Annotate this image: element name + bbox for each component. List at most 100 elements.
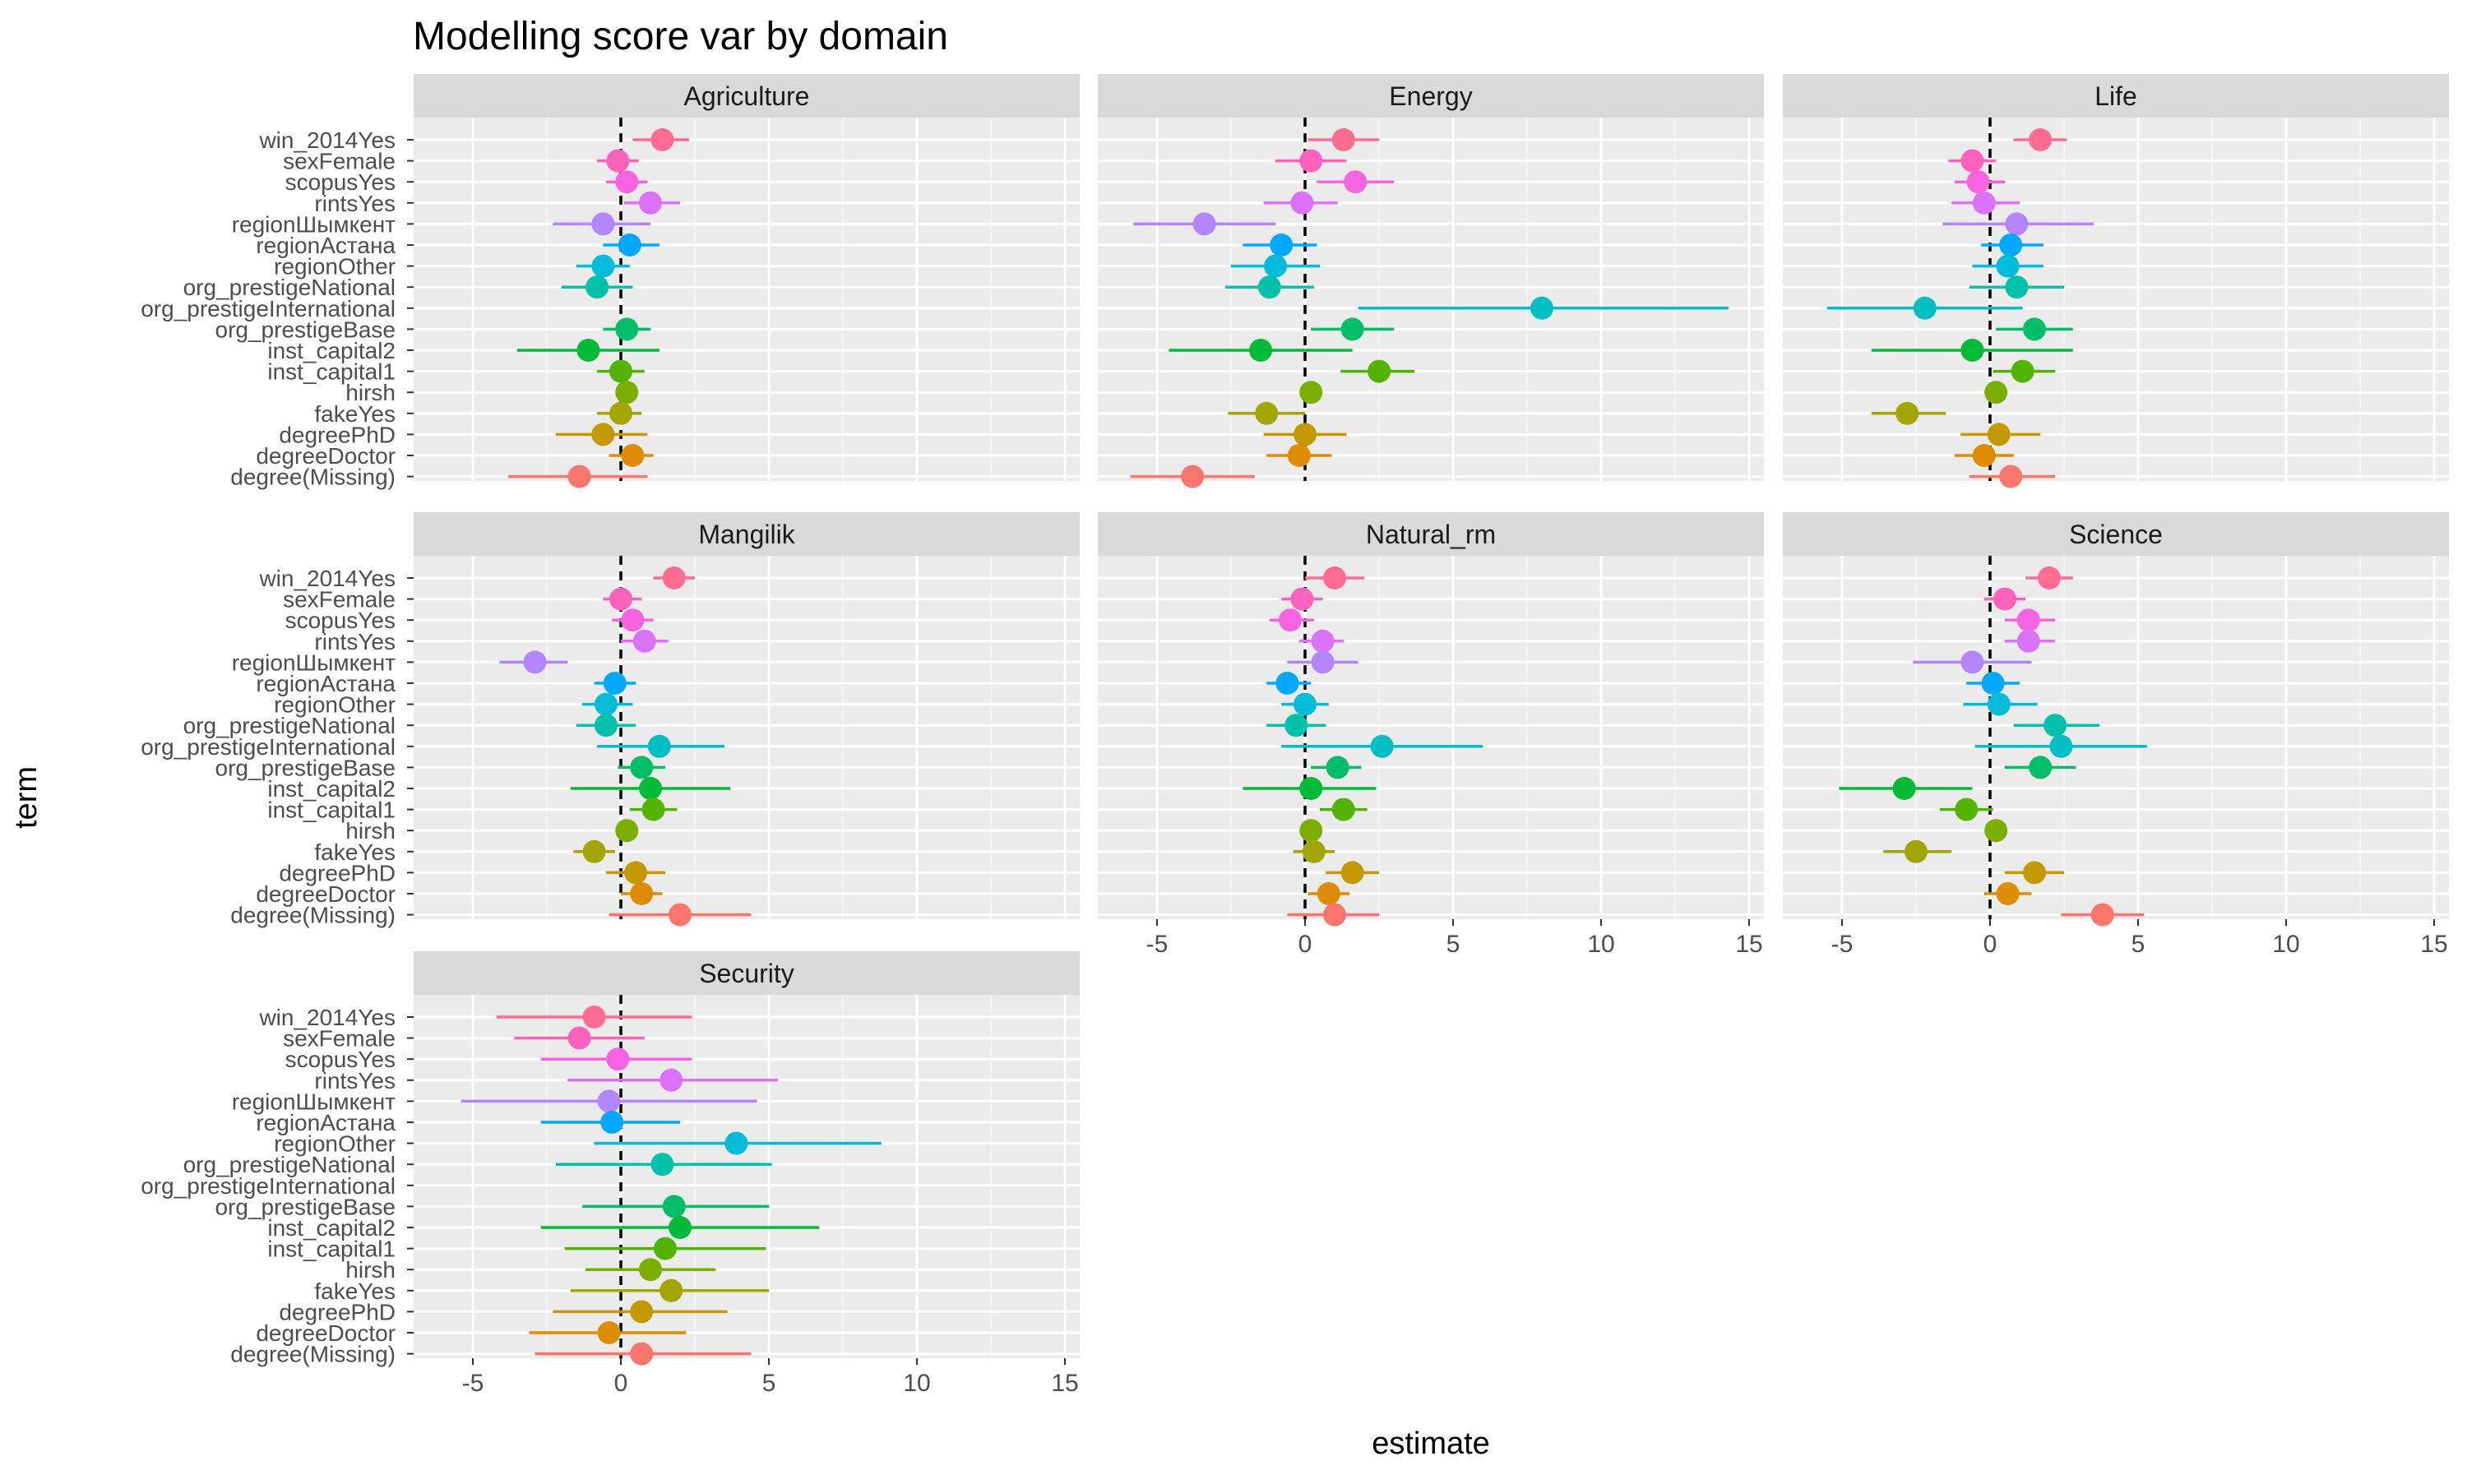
y-tick-label: org_prestigeBase bbox=[215, 755, 396, 780]
point-sexfemale bbox=[1983, 587, 2026, 611]
point-degreephd bbox=[553, 1300, 728, 1324]
estimate-point bbox=[582, 839, 606, 863]
point-fakeyes bbox=[573, 839, 615, 863]
y-tick-label: hirsh bbox=[345, 1257, 396, 1283]
point-inst-capital2 bbox=[540, 1216, 820, 1239]
estimate-point bbox=[1913, 296, 1937, 320]
estimate-point bbox=[1344, 170, 1368, 194]
y-axis-label: term bbox=[9, 766, 44, 829]
facet-strip bbox=[1098, 74, 1764, 118]
y-tick-label: regionOther bbox=[274, 1131, 396, 1157]
estimate-point bbox=[630, 882, 654, 905]
estimate-point bbox=[1255, 401, 1279, 425]
estimate-point bbox=[591, 254, 615, 278]
y-tick-label: sexFemale bbox=[283, 587, 396, 613]
y-tick-label: hirsh bbox=[345, 818, 396, 844]
y-tick-label: inst_capital2 bbox=[267, 338, 396, 363]
point-inst-capital1 bbox=[564, 1237, 766, 1260]
point-org-prestigeinternational bbox=[597, 734, 724, 758]
y-tick-label: regionШымкент bbox=[232, 1089, 396, 1114]
estimate-point bbox=[654, 1237, 677, 1260]
y-tick-label: fakeYes bbox=[314, 839, 396, 865]
panel-background bbox=[414, 118, 1080, 481]
estimate-point bbox=[591, 212, 615, 236]
point-sexfemale bbox=[514, 1026, 645, 1050]
y-tick-label: win_2014Yes bbox=[258, 1005, 396, 1030]
y-tick-label: inst_capital1 bbox=[267, 359, 396, 385]
estimate-point bbox=[615, 170, 639, 194]
facet-strip-label: Life bbox=[2094, 81, 2137, 111]
y-tick-label: hirsh bbox=[345, 380, 396, 405]
panel-security: Security win_2014YessexFemalescopusYesrin… bbox=[141, 951, 1080, 1397]
point-scopusyes bbox=[1317, 170, 1394, 194]
estimate-point bbox=[630, 756, 654, 779]
estimate-point bbox=[1892, 777, 1916, 800]
y-tick-label: rintsYes bbox=[314, 629, 396, 654]
point-degreedoctor bbox=[1983, 882, 2032, 905]
estimate-point bbox=[630, 1300, 654, 1324]
x-tick-label: -5 bbox=[1146, 931, 1169, 958]
estimate-point bbox=[1302, 839, 1326, 863]
panel-life: Life bbox=[1783, 74, 2449, 488]
panel-background bbox=[414, 995, 1080, 1358]
y-tick-label: org_prestigeNational bbox=[183, 1152, 396, 1177]
estimate-point bbox=[2023, 317, 2046, 341]
y-tick-label: org_prestigeNational bbox=[183, 275, 396, 300]
point-rintsyes bbox=[1263, 191, 1338, 215]
estimate-point bbox=[615, 381, 639, 405]
estimate-point bbox=[1331, 797, 1355, 821]
y-tick-label: scopusYes bbox=[285, 608, 396, 633]
y-tick-label: org_prestigeBase bbox=[215, 1194, 396, 1219]
point-regionшымкент bbox=[1287, 650, 1358, 674]
estimate-point bbox=[1999, 233, 2023, 257]
estimate-point bbox=[650, 1153, 674, 1177]
y-tick-label: org_prestigeNational bbox=[183, 713, 396, 738]
point-degreephd bbox=[606, 861, 665, 885]
estimate-point bbox=[1993, 587, 2016, 611]
point-win-2014yes bbox=[1308, 128, 1379, 151]
x-tick-label: 10 bbox=[2272, 931, 2299, 958]
estimate-point bbox=[1192, 212, 1216, 236]
y-tick-label: org_prestigeBase bbox=[215, 317, 396, 342]
point-win-2014yes bbox=[2025, 566, 2073, 589]
point-inst-capital1 bbox=[1939, 797, 1993, 821]
point-org-prestigenational bbox=[2013, 714, 2100, 737]
point-hirsh bbox=[1299, 381, 1323, 405]
point-rintsyes bbox=[567, 1068, 778, 1092]
estimate-point bbox=[2023, 861, 2046, 885]
panel-agriculture: Agriculture win_2014YessexFemalescopusYes… bbox=[141, 74, 1080, 490]
estimate-point bbox=[650, 128, 674, 151]
panels-layer: Agriculturewin_2014YessexFemalescopusYes… bbox=[141, 74, 2449, 1397]
panel-background bbox=[1098, 556, 1764, 919]
point-org-prestigeinternational bbox=[1281, 734, 1483, 758]
point-scopusyes bbox=[606, 170, 648, 194]
x-axis-label: estimate bbox=[1372, 1426, 1490, 1461]
estimate-point bbox=[1290, 191, 1314, 215]
y-tick-label: inst_capital2 bbox=[267, 1215, 396, 1241]
estimate-point bbox=[1996, 882, 2020, 905]
estimate-point bbox=[1299, 819, 1323, 843]
point-org-prestigenational bbox=[576, 714, 636, 737]
estimate-point bbox=[1972, 444, 1996, 467]
point-inst-capital2 bbox=[1243, 777, 1377, 800]
point-regionother bbox=[1281, 692, 1329, 716]
estimate-point bbox=[632, 629, 656, 653]
point-inst-capital2 bbox=[1169, 339, 1353, 362]
estimate-point bbox=[1960, 339, 1984, 362]
estimate-point bbox=[1966, 170, 1990, 194]
y-tick-label: fakeYes bbox=[314, 401, 396, 427]
point-org-prestigenational bbox=[555, 1153, 772, 1177]
estimate-point bbox=[1311, 629, 1335, 653]
estimate-point bbox=[660, 1068, 683, 1092]
y-tick-label: degree(Missing) bbox=[230, 903, 396, 928]
estimate-point bbox=[1340, 861, 1364, 885]
panel-mangilik: Mangilik win_2014YessexFemalescopusYesrin… bbox=[141, 512, 1080, 928]
point-fakeyes bbox=[1883, 839, 1952, 863]
estimate-point bbox=[641, 797, 665, 821]
estimate-point bbox=[1996, 254, 2020, 278]
point-degree-missing bbox=[609, 903, 752, 927]
point-degreedoctor bbox=[1954, 444, 2014, 467]
estimate-point bbox=[1294, 692, 1317, 716]
estimate-point bbox=[639, 191, 662, 215]
y-tick-label: degree(Missing) bbox=[230, 1342, 396, 1367]
